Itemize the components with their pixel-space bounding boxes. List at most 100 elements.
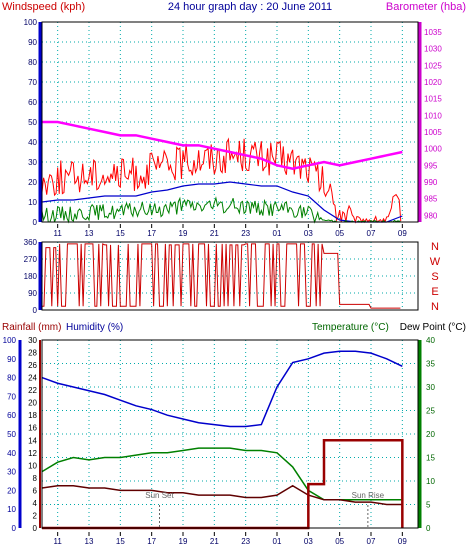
chart-title: 24 hour graph day : 20 June 2011 — [168, 1, 332, 13]
wind-y-tick: 30 — [28, 158, 37, 167]
barometer-y-tick: 1030 — [424, 45, 442, 54]
barometer-y-tick: 985 — [424, 195, 438, 204]
wind-y-tick: 50 — [28, 118, 37, 127]
rainfall-y-tick: 24 — [28, 374, 37, 383]
left-axis-label: Windspeed (kph) — [2, 1, 85, 13]
barometer-y-tick: 1000 — [424, 145, 442, 154]
humidity-y-tick: 60 — [7, 411, 16, 420]
direction-y-tick: 90 — [28, 289, 37, 298]
wind-panel-x-tick: 05 — [335, 229, 344, 238]
wind-direction-line — [42, 243, 401, 309]
wind-panel-x-tick: 17 — [147, 229, 156, 238]
temp-panel-x-tick: 19 — [179, 537, 188, 546]
wind-y-tick: 20 — [28, 178, 37, 187]
temp-panel-x-tick: 17 — [147, 537, 156, 546]
compass-label: E — [431, 286, 438, 298]
direction-y-tick: 0 — [33, 306, 38, 315]
humidity-y-tick: 0 — [12, 524, 17, 533]
rainfall-y-tick: 16 — [28, 424, 37, 433]
rainfall-y-tick: 22 — [28, 386, 37, 395]
barometer-y-tick: 1035 — [424, 28, 442, 37]
barometer-y-tick: 995 — [424, 161, 438, 170]
temp-panel-x-tick: 15 — [116, 537, 125, 546]
temperature-y-tick: 35 — [426, 360, 435, 369]
humidity-y-tick: 80 — [7, 374, 16, 383]
barometer-line — [42, 120, 403, 170]
barometer-y-tick: 1005 — [424, 128, 442, 137]
wind-panel-x-tick: 01 — [273, 229, 282, 238]
direction-panel-frame — [41, 241, 419, 311]
humidity-line — [41, 350, 403, 428]
wind-y-tick: 100 — [24, 18, 38, 27]
temperature-y-tick: 20 — [426, 430, 435, 439]
windspeed-avg-line — [41, 181, 403, 223]
humidity-y-tick: 10 — [7, 505, 16, 514]
humidity-y-tick: 40 — [7, 449, 16, 458]
compass-label: S — [431, 271, 438, 283]
wind-y-tick: 40 — [28, 138, 37, 147]
wind-y-tick: 60 — [28, 98, 37, 107]
temperature-y-tick: 10 — [426, 477, 435, 486]
compass-label: N — [431, 241, 439, 253]
wind-y-tick: 80 — [28, 58, 37, 67]
wind-panel-x-tick: 13 — [85, 229, 94, 238]
rainfall-axis-label: Rainfall (mm) — [2, 322, 61, 333]
wind-panel-x-tick: 23 — [241, 229, 250, 238]
wind-panel-frame — [41, 21, 419, 223]
compass-label: W — [430, 256, 441, 268]
temperature-y-tick: 15 — [426, 454, 435, 463]
barometer-y-tick: 1010 — [424, 111, 442, 120]
rainfall-y-tick: 28 — [28, 349, 37, 358]
direction-y-tick: 270 — [24, 255, 38, 264]
temperature-y-tick: 25 — [426, 407, 435, 416]
temp-panel-x-tick: 05 — [335, 537, 344, 546]
barometer-y-tick: 980 — [424, 211, 438, 220]
wind-panel-x-tick: 19 — [179, 229, 188, 238]
sunset-label: Sun Set — [145, 491, 174, 500]
rainfall-y-tick: 20 — [28, 399, 37, 408]
temperature-y-tick: 0 — [426, 524, 431, 533]
wind-panel-x-tick: 09 — [398, 229, 407, 238]
temp-panel-x-tick: 03 — [304, 537, 313, 546]
temperature-axis-label: Temperature (°C) — [312, 322, 389, 333]
rainfall-y-tick: 2 — [33, 511, 38, 520]
temp-panel-x-tick: 21 — [210, 537, 219, 546]
rainfall-y-tick: 18 — [28, 411, 37, 420]
dewpoint-axis-label: Dew Point (°C) — [400, 322, 466, 333]
dewpoint-line — [41, 484, 403, 506]
wind-panel-x-tick: 07 — [367, 229, 376, 238]
barometer-y-tick: 1025 — [424, 61, 442, 70]
humidity-y-tick: 90 — [7, 355, 16, 364]
compass-label: N — [431, 301, 439, 313]
right-axis-label: Barometer (hba) — [386, 1, 466, 13]
wind-panel-x-tick: 21 — [210, 229, 219, 238]
temp-panel-x-tick: 09 — [398, 537, 407, 546]
temperature-y-tick: 5 — [426, 501, 431, 510]
wind-panel-x-tick: 15 — [116, 229, 125, 238]
temp-panel-x-tick: 13 — [85, 537, 94, 546]
wind-y-tick: 10 — [28, 198, 37, 207]
temperature-y-tick: 40 — [426, 336, 435, 345]
wind-y-tick: 0 — [33, 218, 38, 227]
rainfall-y-tick: 6 — [33, 486, 38, 495]
wind-panel-x-tick: 03 — [304, 229, 313, 238]
sunrise-label: Sun Rise — [352, 491, 385, 500]
rainfall-y-tick: 10 — [28, 461, 37, 470]
direction-y-tick: 180 — [24, 272, 38, 281]
humidity-y-tick: 70 — [7, 392, 16, 401]
wind-y-tick: 70 — [28, 78, 37, 87]
humidity-y-tick: 50 — [7, 430, 16, 439]
temp-panel-x-tick: 23 — [241, 537, 250, 546]
rainfall-y-tick: 30 — [28, 336, 37, 345]
barometer-y-tick: 1015 — [424, 95, 442, 104]
humidity-y-tick: 100 — [3, 336, 17, 345]
humidity-y-tick: 30 — [7, 468, 16, 477]
rainfall-y-tick: 0 — [33, 524, 38, 533]
barometer-y-tick: 1020 — [424, 78, 442, 87]
rainfall-y-tick: 14 — [28, 436, 37, 445]
humidity-axis-label: Humidity (%) — [66, 322, 123, 333]
rainfall-y-tick: 12 — [28, 449, 37, 458]
wind-panel-x-tick: 11 — [54, 229, 63, 238]
